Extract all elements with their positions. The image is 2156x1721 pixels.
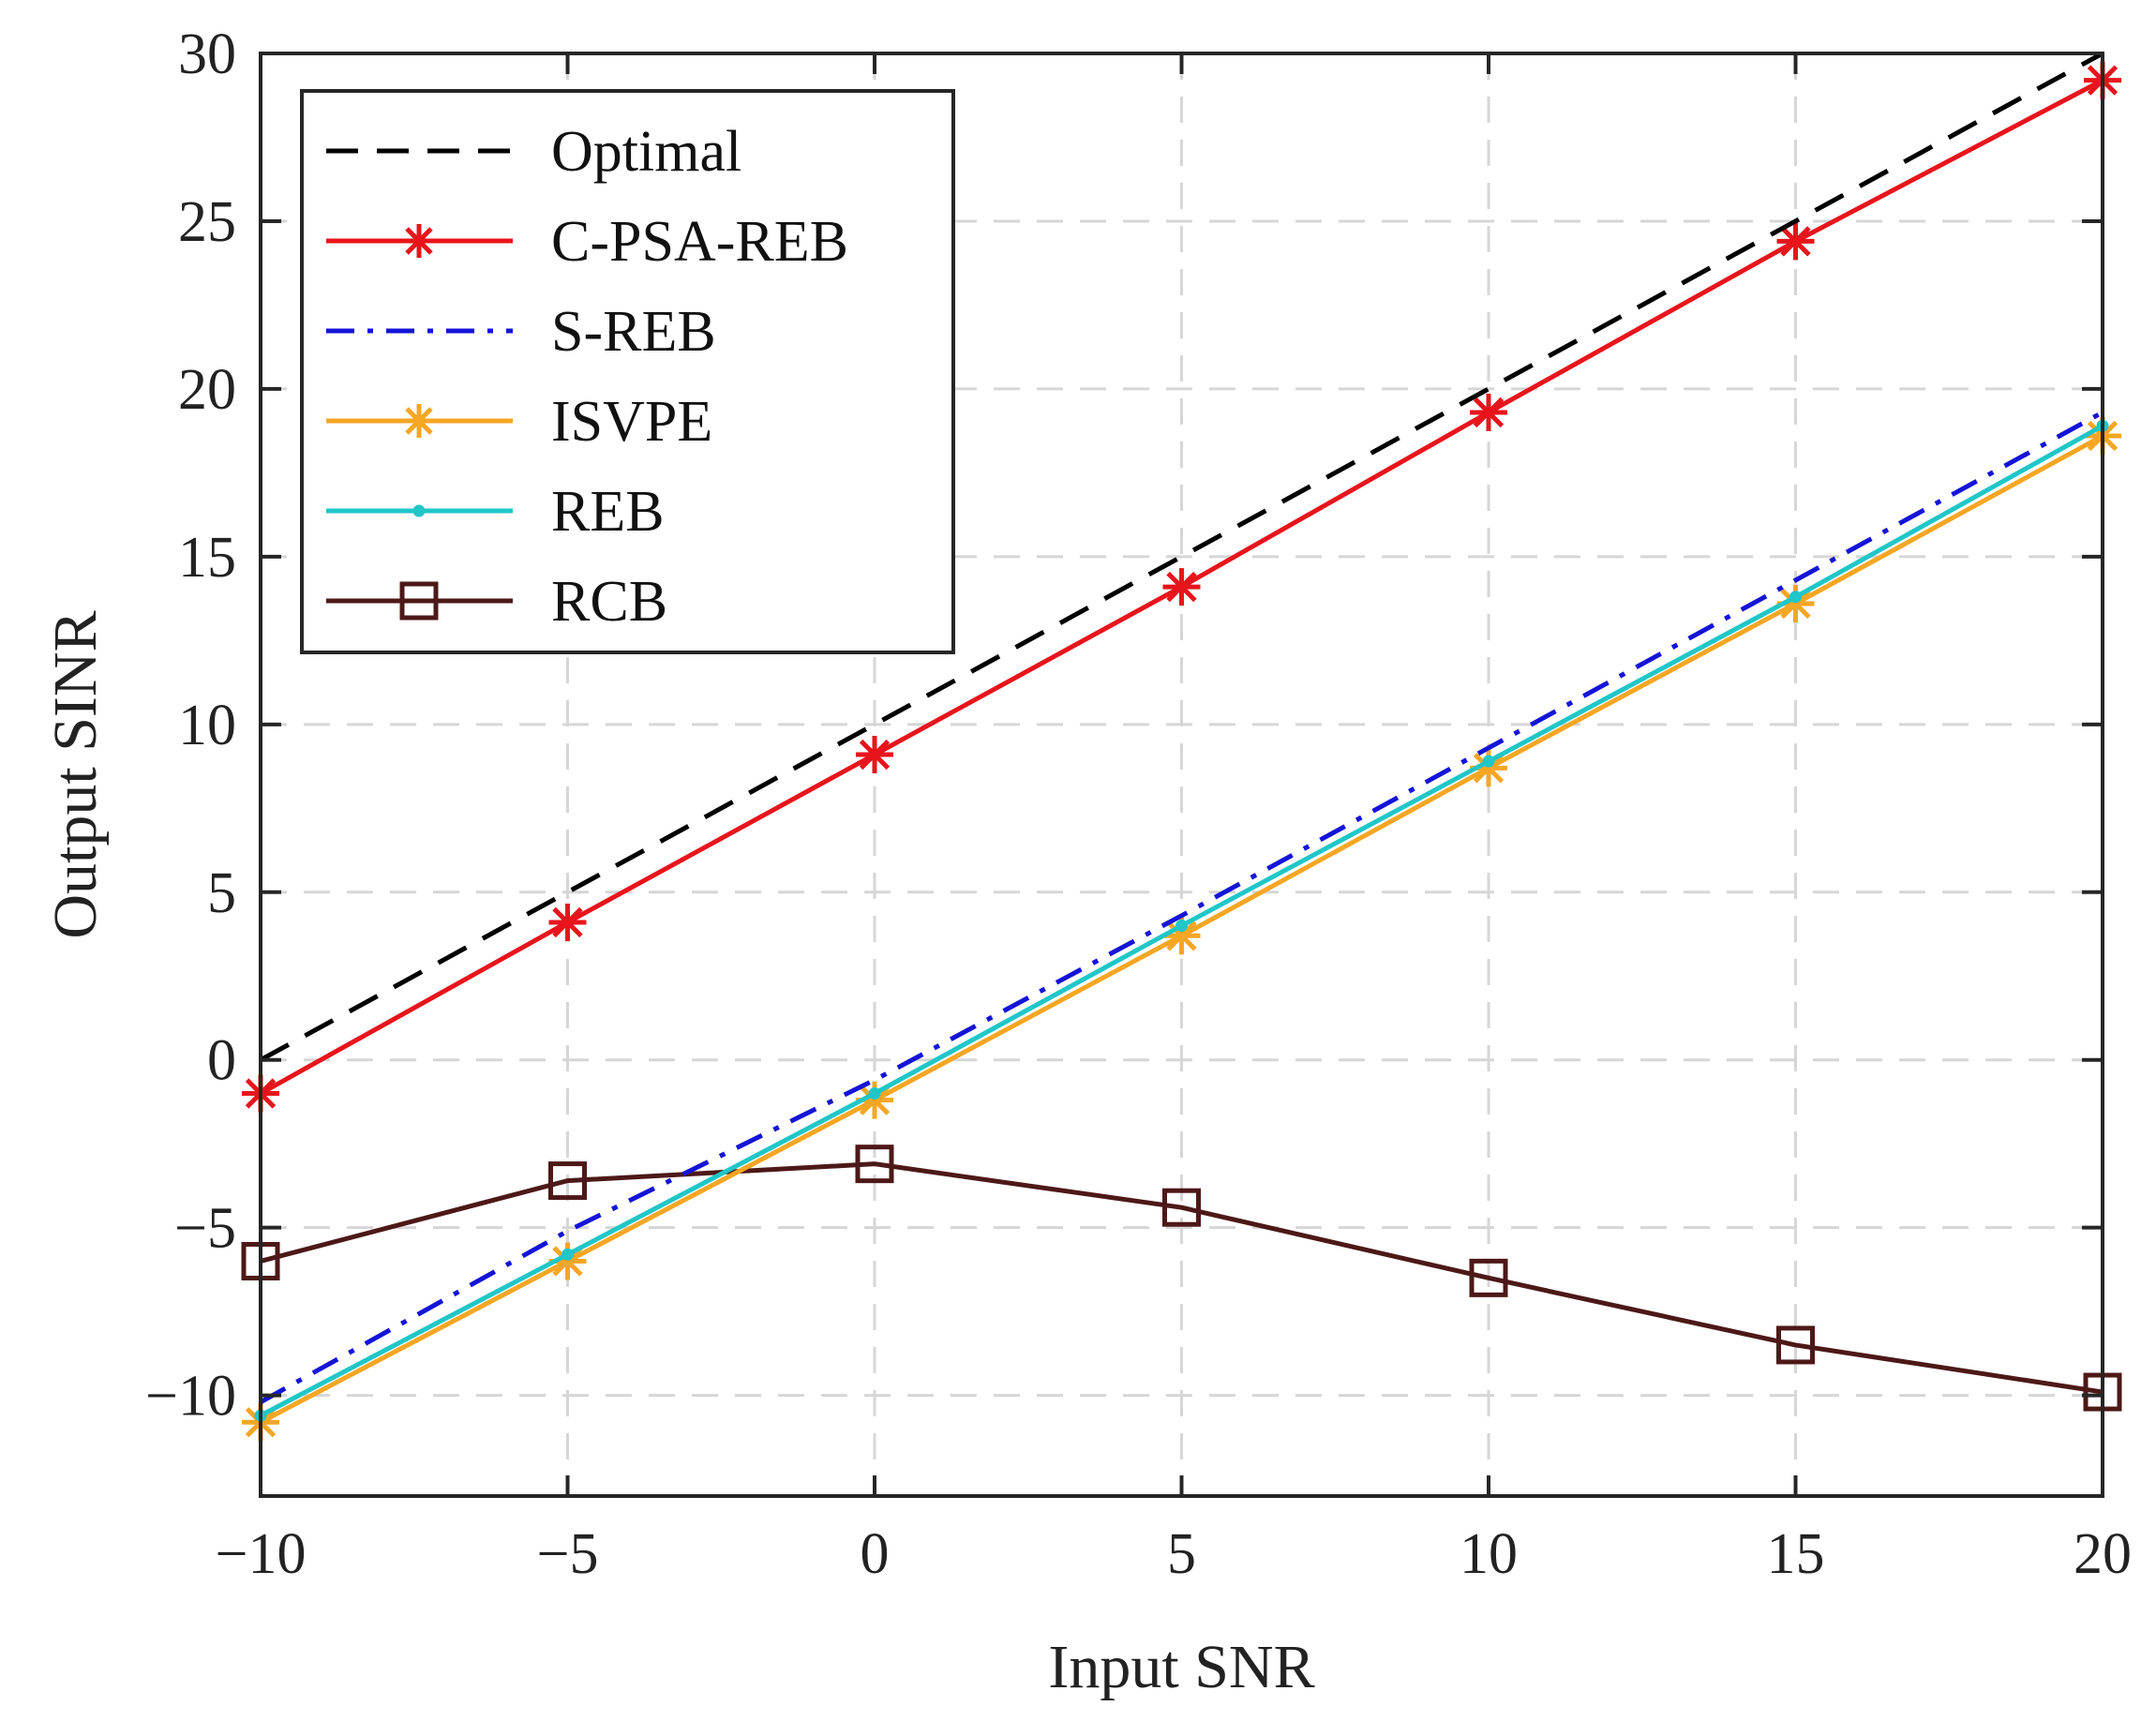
data-point-asterisk <box>1470 393 1507 431</box>
y-axis-label: Output SINR <box>41 610 110 938</box>
data-point-square <box>1469 1258 1508 1297</box>
series-line <box>260 1161 2104 1395</box>
series-line <box>259 51 2104 1062</box>
x-tick-label: 20 <box>2074 1522 2132 1586</box>
x-tick-label: 10 <box>1460 1522 1518 1586</box>
data-point-asterisk <box>1162 917 1201 955</box>
data-point-dot <box>868 1087 881 1100</box>
legend-item: RCB <box>326 570 667 634</box>
series-line <box>259 410 2104 1404</box>
y-tick-label: 5 <box>207 861 236 925</box>
data-point-asterisk <box>1162 568 1201 606</box>
legend: Optimal C-PSA-REB S-REB ISVPE REB RCB <box>300 89 955 654</box>
x-tick-label: 0 <box>861 1522 890 1586</box>
legend-item: ISVPE <box>326 390 712 454</box>
legend-item: S-REB <box>326 300 716 364</box>
legend-item: C-PSA-REB <box>326 210 848 274</box>
y-tick-label: 25 <box>178 190 236 254</box>
data-point-dot <box>1175 920 1188 933</box>
data-point-square <box>1162 1188 1201 1227</box>
legend-label: C-PSA-REB <box>551 210 848 274</box>
legend-box <box>300 89 955 654</box>
y-tick-label: 15 <box>178 526 236 590</box>
axis-ticks: −10 −5 0 5 10 15 20 −10 −5 0 5 10 15 20 25 30 <box>145 22 2132 1586</box>
data-point-asterisk <box>402 404 436 438</box>
legend-item: REB <box>326 480 665 544</box>
x-tick-label: 5 <box>1167 1522 1196 1586</box>
y-tick-label: 10 <box>178 694 236 757</box>
data-point-square <box>548 1161 587 1201</box>
data-point-dot <box>1789 591 1802 604</box>
y-tick-label: −10 <box>145 1365 236 1429</box>
series-optimal <box>259 51 2104 1062</box>
series-s-reb <box>259 410 2104 1404</box>
legend-item: Optimal <box>326 120 741 184</box>
legend-label: RCB <box>551 570 667 634</box>
series-rcb <box>241 1145 2122 1412</box>
y-tick-label: 20 <box>178 358 236 422</box>
y-tick-label: −5 <box>174 1197 236 1261</box>
legend-label: ISVPE <box>551 390 712 454</box>
x-tick-label: −10 <box>216 1522 307 1586</box>
legend-label: REB <box>551 480 665 544</box>
data-point-dot <box>1482 755 1495 768</box>
data-point-asterisk <box>402 224 436 258</box>
data-point-dot <box>412 504 426 517</box>
legend-label: S-REB <box>551 300 716 364</box>
legend-label: Optimal <box>551 120 741 184</box>
data-point-asterisk <box>548 903 587 941</box>
data-point-square <box>1776 1325 1815 1365</box>
data-point-square <box>855 1145 894 1184</box>
data-point-asterisk <box>1776 222 1815 261</box>
y-tick-label: 0 <box>207 1029 236 1093</box>
data-point-square <box>399 581 439 621</box>
data-point-dot <box>561 1248 574 1261</box>
y-tick-label: 30 <box>178 22 236 86</box>
x-tick-label: −5 <box>537 1522 599 1586</box>
data-point-asterisk <box>856 736 893 774</box>
x-tick-label: 15 <box>1767 1522 1825 1586</box>
x-axis-label: Input SNR <box>1048 1633 1314 1701</box>
